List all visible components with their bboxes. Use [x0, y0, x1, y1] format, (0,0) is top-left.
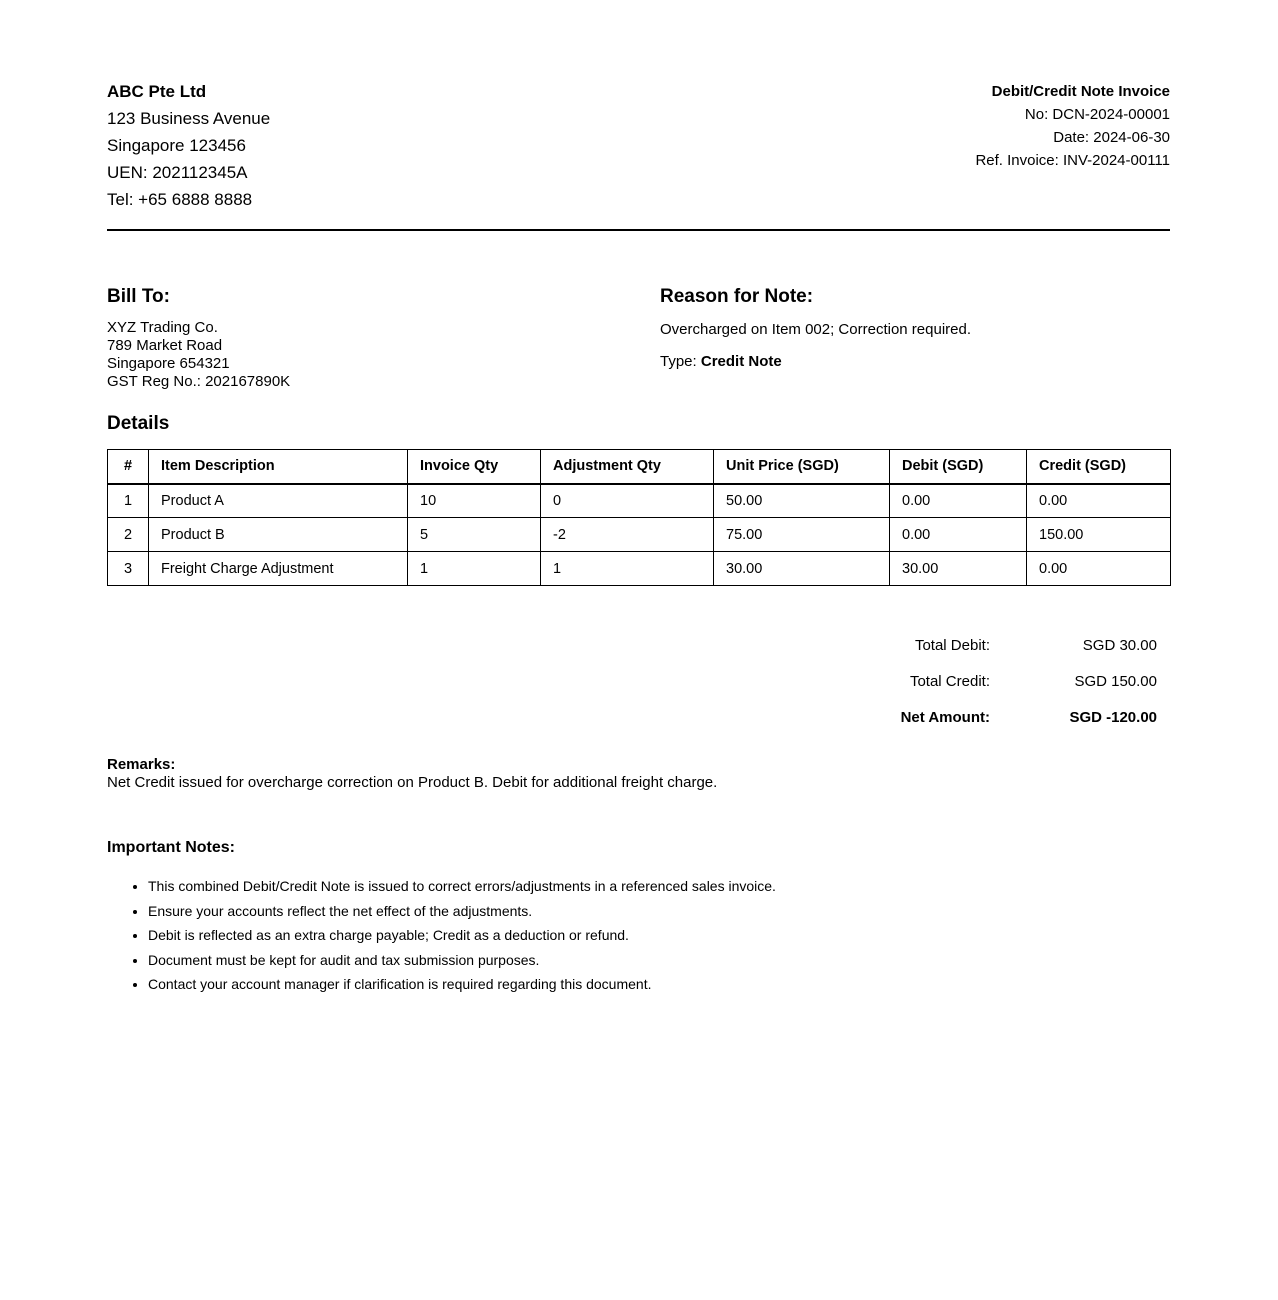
details-table-header: # Item Description Invoice Qty Adjustmen…	[107, 449, 1171, 485]
cell-item-description: Product A	[148, 483, 408, 518]
totals-section: Total Debit: SGD 30.00 Total Credit: SGD…	[107, 628, 1170, 736]
details-heading: Details	[107, 413, 170, 434]
remarks-text: Net Credit issued for overcharge correct…	[107, 774, 718, 791]
important-note-item: Ensure your accounts reflect the net eff…	[148, 899, 1170, 924]
important-notes-list: This combined Debit/Credit Note is issue…	[107, 874, 1170, 997]
company-name: ABC Pte Ltd	[107, 82, 207, 101]
net-amount-value: SGD -120.00	[1069, 709, 1157, 726]
details-table-body: 1 Product A 10 0 50.00 0.00 0.00 2 Produ…	[107, 483, 1171, 586]
note-type-value: Credit Note	[700, 353, 782, 370]
total-debit-label: Total Debit:	[914, 637, 990, 654]
col-unit-price: Unit Price (SGD)	[713, 449, 890, 485]
cell-index: 3	[107, 551, 149, 586]
important-note-item: Document must be kept for audit and tax …	[148, 948, 1170, 973]
company-phone-line: Tel: +65 6888 8888	[107, 190, 253, 209]
remarks-heading: Remarks:	[107, 756, 176, 773]
cell-credit: 150.00	[1026, 517, 1171, 552]
cell-unit-price: 30.00	[713, 551, 890, 586]
important-note-item: This combined Debit/Credit Note is issue…	[148, 874, 1170, 899]
col-invoice-qty: Invoice Qty	[407, 449, 541, 485]
bill-to-gst: GST Reg No.: 202167890K	[107, 373, 291, 390]
cell-debit: 0.00	[889, 483, 1027, 518]
reason-block: Reason for Note: Overcharged on Item 002…	[660, 286, 1170, 391]
cell-debit: 0.00	[889, 517, 1027, 552]
cell-credit: 0.00	[1026, 551, 1171, 586]
important-note-item: Contact your account manager if clarific…	[148, 972, 1170, 997]
document-title: Debit/Credit Note Invoice	[991, 83, 1170, 100]
cell-index: 2	[107, 517, 149, 552]
document-meta-block: Debit/Credit Note Invoice No: DCN-2024-0…	[975, 78, 1170, 172]
col-adjustment-qty: Adjustment Qty	[540, 449, 714, 485]
important-notes-heading: Important Notes:	[107, 839, 235, 856]
bill-to-block: Bill To: XYZ Trading Co. 789 Market Road…	[107, 286, 660, 391]
important-note-item: Debit is reflected as an extra charge pa…	[148, 923, 1170, 948]
cell-credit: 0.00	[1026, 483, 1171, 518]
cell-adjustment-qty: 1	[540, 551, 714, 586]
col-index: #	[107, 449, 149, 485]
cell-invoice-qty: 1	[407, 551, 541, 586]
header-row: # Item Description Invoice Qty Adjustmen…	[107, 449, 1171, 485]
cell-index: 1	[107, 483, 149, 518]
cell-invoice-qty: 10	[407, 483, 541, 518]
cell-debit: 30.00	[889, 551, 1027, 586]
total-credit-value: SGD 150.00	[1074, 673, 1157, 690]
document-number: No: DCN-2024-00001	[1024, 106, 1170, 123]
total-credit-label: Total Credit:	[909, 673, 990, 690]
document-date: Date: 2024-06-30	[1053, 129, 1170, 146]
bill-to-heading: Bill To:	[107, 286, 170, 307]
company-block: ABC Pte Ltd 123 Business Avenue Singapor…	[107, 78, 270, 213]
cell-item-description: Product B	[148, 517, 408, 552]
billto-reason-section: Bill To: XYZ Trading Co. 789 Market Road…	[107, 286, 1170, 391]
col-item-description: Item Description	[148, 449, 408, 485]
cell-invoice-qty: 5	[407, 517, 541, 552]
bill-to-address: XYZ Trading Co. 789 Market Road Singapor…	[107, 319, 660, 391]
remarks-section: Remarks: Net Credit issued for overcharg…	[107, 756, 1170, 792]
bill-to-name: XYZ Trading Co.	[107, 319, 218, 336]
cell-adjustment-qty: -2	[540, 517, 714, 552]
company-address-line: 123 Business Avenue	[107, 109, 271, 128]
table-row: 3 Freight Charge Adjustment 1 1 30.00 30…	[107, 551, 1171, 586]
col-credit: Credit (SGD)	[1026, 449, 1171, 485]
company-uen-line: UEN: 202112345A	[107, 163, 248, 182]
reason-heading: Reason for Note:	[660, 286, 814, 307]
bill-to-city: Singapore 654321	[107, 355, 230, 372]
total-debit-value: SGD 30.00	[1082, 637, 1157, 654]
table-row: 2 Product B 5 -2 75.00 0.00 150.00	[107, 517, 1171, 552]
note-type-label: Type:	[660, 353, 701, 370]
note-type-line: Type: Credit Note	[660, 353, 1170, 371]
cell-adjustment-qty: 0	[540, 483, 714, 518]
header-divider	[107, 229, 1170, 231]
details-table: # Item Description Invoice Qty Adjustmen…	[107, 449, 1171, 586]
company-address-line: Singapore 123456	[107, 136, 246, 155]
table-row: 1 Product A 10 0 50.00 0.00 0.00	[107, 483, 1171, 518]
document-header: ABC Pte Ltd 123 Business Avenue Singapor…	[107, 78, 1170, 213]
cell-unit-price: 50.00	[713, 483, 890, 518]
cell-item-description: Freight Charge Adjustment	[148, 551, 408, 586]
document-ref-invoice: Ref. Invoice: INV-2024-00111	[975, 152, 1170, 169]
bill-to-street: 789 Market Road	[107, 337, 223, 354]
net-amount-label: Net Amount:	[900, 709, 990, 726]
col-debit: Debit (SGD)	[889, 449, 1027, 485]
cell-unit-price: 75.00	[713, 517, 890, 552]
reason-text: Overcharged on Item 002; Correction requ…	[660, 321, 971, 338]
